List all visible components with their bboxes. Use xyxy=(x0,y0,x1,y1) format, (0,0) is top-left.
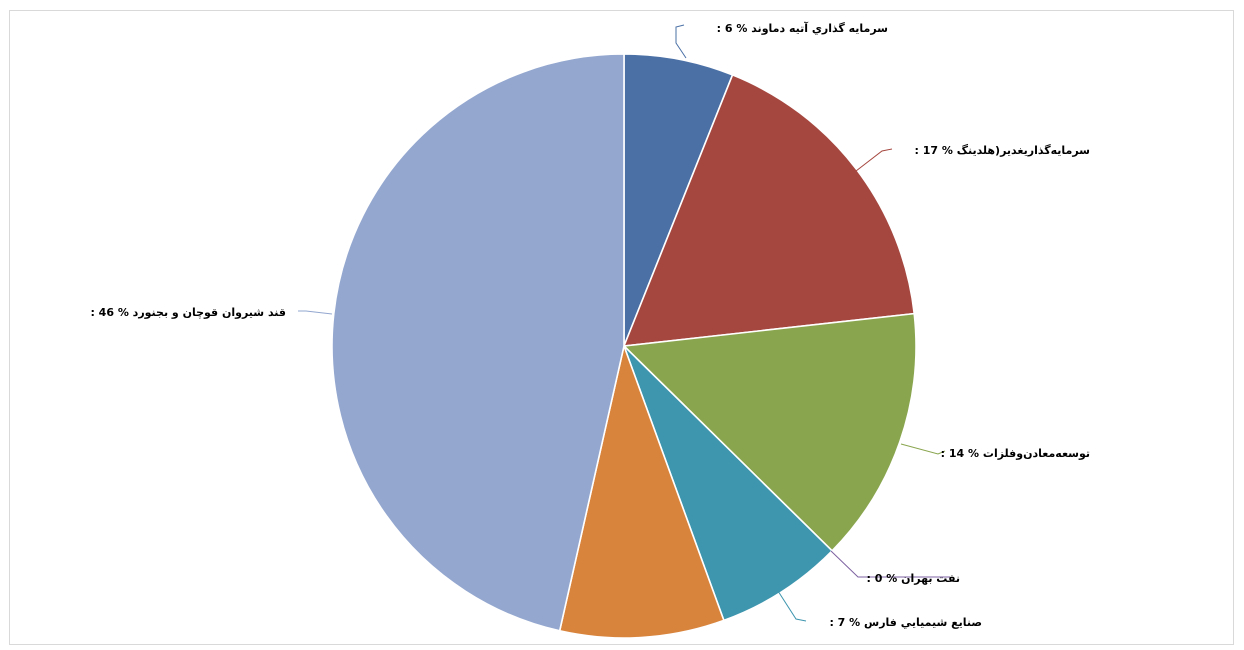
pie-slices xyxy=(331,53,917,639)
pie-slice-6 xyxy=(331,53,625,632)
slice-label-3: : 0 % نفت بهران xyxy=(867,572,961,585)
leader-line-3 xyxy=(830,550,950,578)
slice-label-1: : 17 % سرمايه‌گذاريغدير(هلدينگ xyxy=(914,143,1090,157)
pie-slice-2 xyxy=(622,312,917,552)
leader-line-4 xyxy=(777,590,807,622)
slice-label-2: : 14 % توسعه‌معادن‌وفلزات xyxy=(941,447,1090,460)
leader-line-2 xyxy=(900,443,946,455)
chart-frame: : 6 % سرمايه گذاري آتيه دماوند : 17 % سرم… xyxy=(9,10,1234,645)
slice-label-0: : 6 % سرمايه گذاري آتيه دماوند xyxy=(717,21,888,35)
pie-chart: : 6 % سرمايه گذاري آتيه دماوند : 17 % سرم… xyxy=(90,21,1090,639)
slice-label-4: : 7 % صنايع شيميايي فارس xyxy=(829,616,982,629)
leader-line-0 xyxy=(675,24,687,59)
slice-label-6: : 46 % قند شيروان قوچان و بجنورد xyxy=(90,306,286,319)
pie-slice-4 xyxy=(623,345,834,622)
leader-lines xyxy=(298,24,950,622)
slice-labels: : 6 % سرمايه گذاري آتيه دماوند : 17 % سرم… xyxy=(90,21,1090,629)
leader-line-6 xyxy=(298,310,333,315)
pie-slice-1 xyxy=(622,73,916,347)
pie-slice-5 xyxy=(558,343,725,639)
leader-line-1 xyxy=(855,148,893,172)
